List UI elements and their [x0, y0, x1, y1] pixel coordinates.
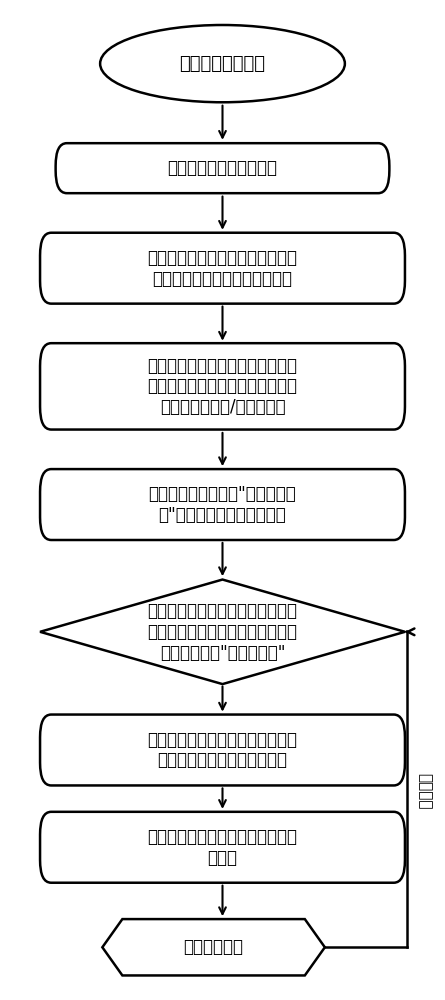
Ellipse shape: [100, 25, 345, 102]
Polygon shape: [40, 580, 405, 684]
Text: 完成一次调焦: 完成一次调焦: [184, 938, 243, 956]
FancyBboxPatch shape: [40, 469, 405, 540]
Text: 采集一批调好焦距的图像: 采集一批调好焦距的图像: [167, 159, 278, 177]
FancyBboxPatch shape: [40, 233, 405, 304]
FancyBboxPatch shape: [40, 812, 405, 883]
FancyBboxPatch shape: [40, 343, 405, 430]
FancyBboxPatch shape: [40, 715, 405, 785]
Text: 将调焦量反馈给望远镜焦距调节硬
件系统: 将调焦量反馈给望远镜焦距调节硬 件系统: [147, 828, 298, 867]
Text: 由实时比例尺与参考比例尺差值和
比例关系确定调焦方向和大小: 由实时比例尺与参考比例尺差值和 比例关系确定调焦方向和大小: [147, 731, 298, 769]
Text: 采集一幅新观测图像，由每块区域
中心量度坐标和天球坐标计算各个
区域快中心的"实时比例尺": 采集一幅新观测图像，由每块区域 中心量度坐标和天球坐标计算各个 区域快中心的"实…: [147, 602, 298, 662]
FancyBboxPatch shape: [56, 143, 389, 193]
Text: 记录各个区域中心的"参考比例尺
值"作为后期调焦的参考基准: 记录各个区域中心的"参考比例尺 值"作为后期调焦的参考基准: [149, 485, 296, 524]
Text: 循环调焦: 循环调焦: [417, 773, 433, 809]
Polygon shape: [102, 919, 325, 975]
Text: 人为介入调好焦距: 人为介入调好焦距: [179, 55, 266, 73]
Text: 对图像分区，统计每块区域中心的
像素量度坐标和对应的天球坐标: 对图像分区，统计每块区域中心的 像素量度坐标和对应的天球坐标: [147, 249, 298, 288]
Text: 由区域中心像素量度坐标和天球坐
标计算并统计各个区域快中心的比
例尺（参考弧长/像素比值）: 由区域中心像素量度坐标和天球坐 标计算并统计各个区域快中心的比 例尺（参考弧长/…: [147, 357, 298, 416]
